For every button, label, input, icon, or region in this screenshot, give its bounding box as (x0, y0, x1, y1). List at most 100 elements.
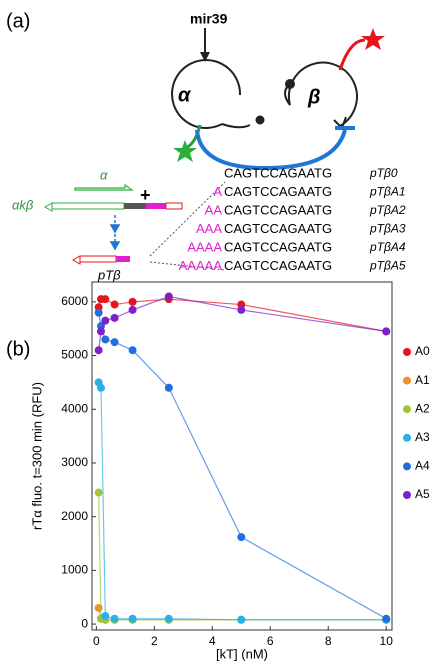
sequence: CAGTCCAGAATG (224, 184, 332, 199)
point (128, 346, 137, 355)
point (110, 300, 119, 309)
point (164, 383, 173, 392)
network (171, 28, 358, 130)
point (101, 612, 110, 621)
input-label: mir39 (190, 11, 228, 27)
legend-label: A4 (415, 459, 430, 473)
x-tick-label: 10 (380, 634, 394, 648)
zoom-line (149, 261, 226, 271)
sequence-name: pTβA5 (369, 259, 406, 273)
plot: 0 1000 2000 3000 4000 5000 6000 0 2 4 6 8 10 A0 A1 A2 A3… (61, 292, 430, 648)
sequence-name: pTβA4 (369, 240, 406, 254)
sequence-name: pTβA2 (369, 203, 406, 217)
sequence: CAGTCCAGAATG (224, 165, 332, 180)
strand-label: α (100, 167, 108, 182)
point (110, 313, 119, 322)
point (96, 327, 105, 336)
plot-frame (91, 281, 393, 631)
legend-marker (403, 348, 411, 356)
point (96, 383, 105, 392)
sequence: CAGTCCAGAATG (224, 221, 332, 236)
legend-label: A3 (415, 430, 430, 444)
y-axis-label: rTα fluo. t=300 min (RFU) (29, 382, 44, 530)
point (237, 305, 246, 314)
point (237, 615, 246, 624)
y-tick-label: 3000 (61, 455, 88, 469)
point (128, 614, 137, 623)
legend-label: A2 (415, 401, 430, 415)
strand (116, 256, 130, 262)
point (110, 614, 119, 623)
fit-line (98, 492, 387, 621)
x-tick-label: 8 (325, 634, 332, 648)
star (361, 28, 385, 50)
point (101, 335, 110, 344)
strand (124, 203, 146, 209)
y-tick-label: 1000 (61, 563, 88, 577)
point (110, 338, 119, 347)
sequence-name: pTβ0 (369, 166, 398, 180)
sequence-prefix: AAAAA (179, 258, 223, 273)
strand (74, 183, 134, 191)
legend-label: A1 (415, 373, 430, 387)
strand (165, 202, 183, 210)
strand-label: αkβ (12, 197, 34, 212)
sequence-prefix: AAA (196, 221, 222, 236)
zoom-line (149, 181, 226, 257)
point (237, 533, 246, 542)
y-tick-label: 4000 (61, 401, 88, 415)
x-tick-label: 0 (93, 634, 100, 648)
fit-line (98, 382, 387, 621)
sequence: CAGTCCAGAATG (224, 258, 332, 273)
point (94, 308, 103, 317)
sequence: CAGTCCAGAATG (224, 239, 332, 254)
point (94, 346, 103, 355)
reporter-link (338, 38, 366, 71)
sequence: CAGTCCAGAATG (224, 202, 332, 217)
node-label: β (307, 86, 320, 108)
y-tick-label: 5000 (61, 348, 88, 362)
strand (51, 202, 125, 210)
sequence-name: pTβA3 (369, 222, 406, 236)
x-tick-label: 2 (151, 634, 158, 648)
y-tick-label: 6000 (61, 294, 88, 308)
sequence-name: pTβA1 (369, 185, 406, 199)
panel-label: (a) (6, 10, 30, 32)
legend-marker (403, 376, 411, 385)
y-tick-label: 0 (81, 616, 88, 630)
x-tick-label: 6 (267, 634, 274, 648)
point (101, 316, 110, 325)
legend-marker (403, 433, 411, 442)
point (164, 292, 173, 301)
star (173, 140, 197, 162)
sequence-prefix: AAAA (187, 239, 222, 254)
sequence-prefix: A (213, 184, 222, 199)
point (128, 297, 137, 306)
legend-marker (403, 462, 411, 471)
x-tick-label: 4 (209, 634, 216, 648)
node-label: α (178, 84, 192, 106)
legend-marker (403, 491, 411, 499)
y-tick-label: 2000 (61, 509, 88, 523)
inhibition (195, 129, 347, 171)
fit-line (98, 312, 387, 620)
strand (146, 203, 166, 209)
point (94, 603, 103, 612)
point (128, 305, 137, 314)
point (382, 327, 391, 336)
point (94, 488, 103, 497)
strand-label: pTβ (97, 267, 121, 282)
plus: + (140, 185, 151, 205)
point (164, 614, 173, 623)
point (382, 614, 391, 623)
legend-label: A5 (415, 487, 430, 501)
arrows (109, 215, 121, 251)
legend-label: A0 (415, 344, 430, 358)
sequence-prefix: AA (205, 202, 223, 217)
strand (79, 255, 117, 263)
point (101, 295, 110, 304)
x-axis-label: [kT] (nM) (216, 646, 268, 661)
legend-marker (403, 405, 411, 414)
panel-label: (b) (6, 338, 30, 360)
